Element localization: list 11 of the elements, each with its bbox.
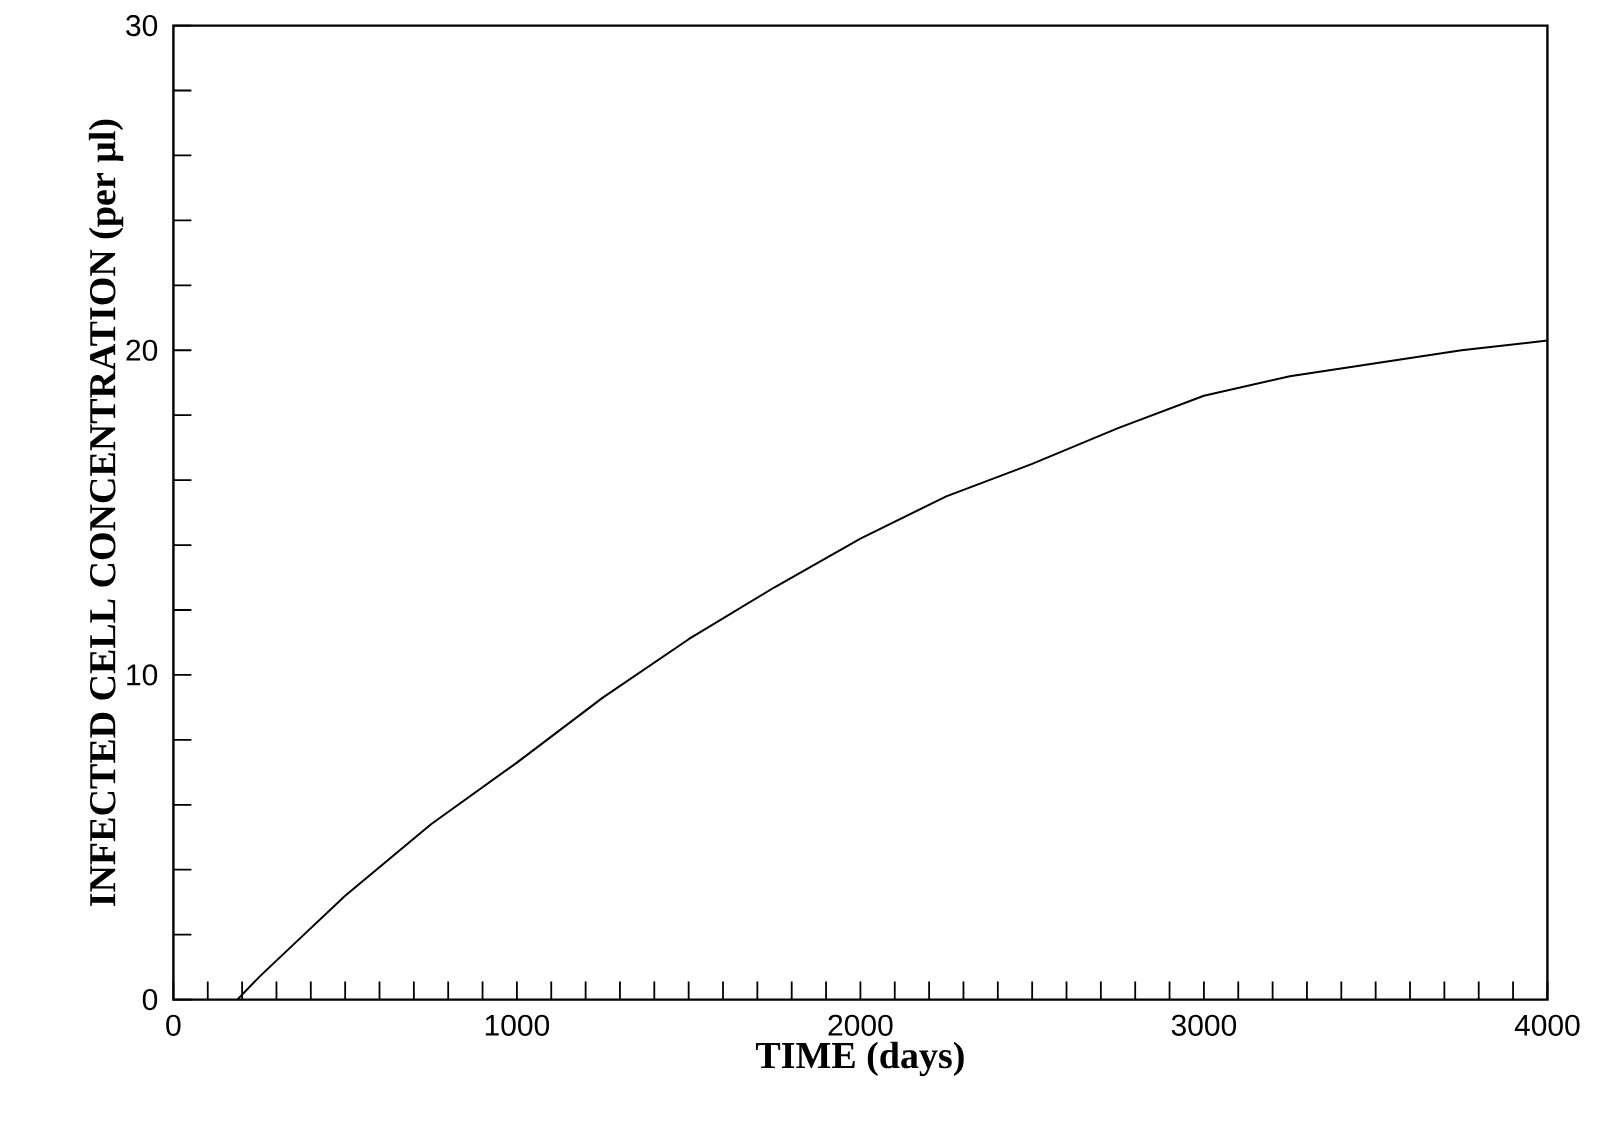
x-tick-label: 3000: [1171, 1014, 1237, 1036]
y-tick-label: 0: [142, 988, 158, 1011]
y-tick-label: 30: [126, 14, 158, 37]
y-tick-label: 10: [127, 664, 158, 686]
x-tick-label: 1000: [485, 1014, 550, 1036]
x-tick-label: 0: [166, 1014, 181, 1036]
x-axis-title: TIME (days): [755, 1041, 964, 1077]
x-tick-label: 4000: [1514, 1014, 1580, 1036]
x-tick-label: 2000: [828, 1014, 893, 1036]
y-tick-label: 20: [126, 339, 158, 361]
y-axis-title: INFECTED CELL CONCENTRATION (per μl): [88, 119, 124, 906]
